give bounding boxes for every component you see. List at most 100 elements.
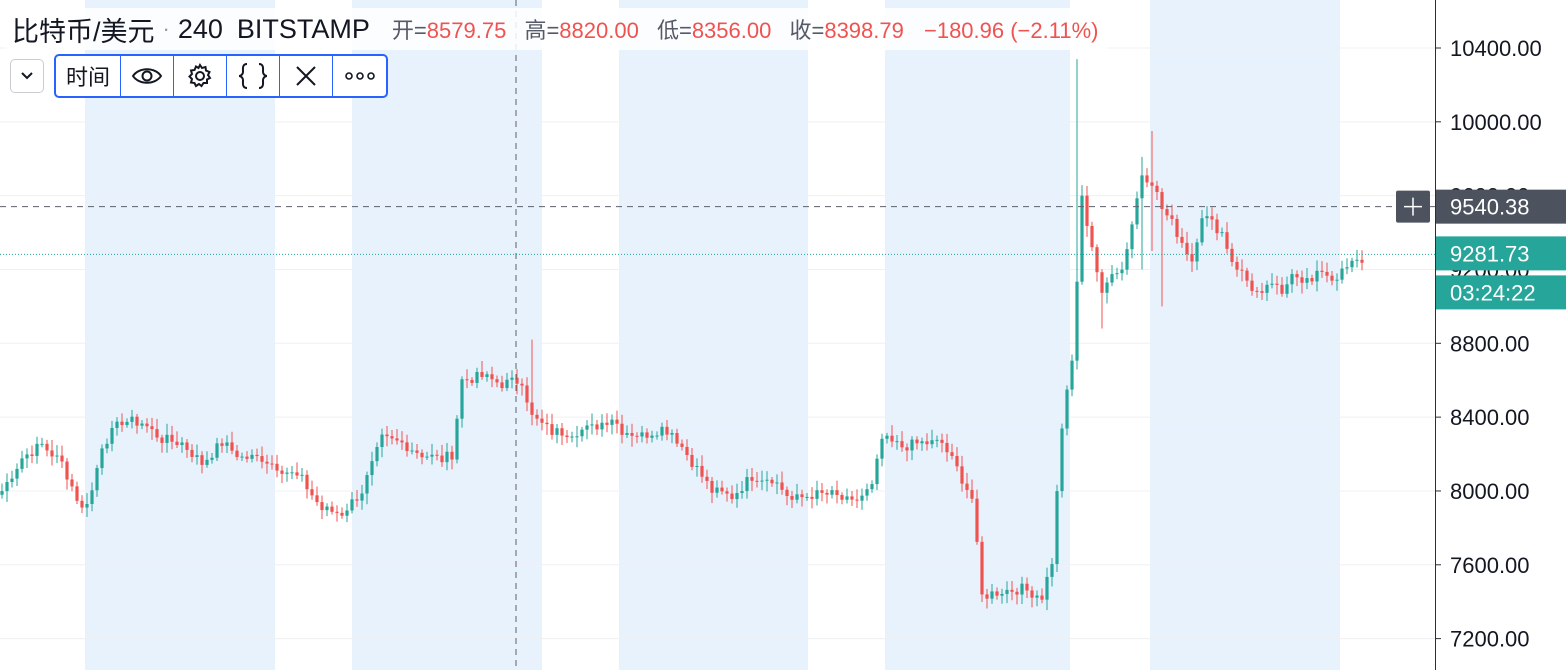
crosshair-add-button[interactable] [1396,190,1430,223]
candle-body [1140,175,1144,199]
candle-body [400,440,404,443]
candle-body [655,435,659,437]
overlays [0,0,1435,670]
candle-body [310,489,314,496]
candle-body [265,461,269,464]
candle-body [355,499,359,501]
candle-body [865,489,869,496]
candle-body [780,482,784,490]
candle-body [1120,269,1124,274]
candle-body [920,441,924,444]
candle-body [805,496,809,498]
candle-body [1270,283,1274,285]
candle-body [440,455,444,463]
interval-label[interactable]: 240 [177,13,223,44]
candle-body [225,442,229,446]
remove-button[interactable] [280,56,334,96]
candle-body [1320,270,1324,272]
candle-body [435,454,439,456]
candle-body [705,476,709,481]
crosshair-price-tag: 9540.38 [1436,189,1566,224]
candle-body [1180,236,1184,243]
candle-body [1285,284,1289,294]
candle-body [590,424,594,426]
candle-body [325,506,329,511]
y-tick-label: 8800.00 [1450,331,1530,356]
candle-body [1040,595,1044,600]
candle-body [810,496,814,499]
close-label: 收= [789,18,825,43]
candle-body [555,428,559,435]
candle-body [480,372,484,378]
candle-body [520,383,524,386]
candle-body [1345,267,1349,269]
candle-body [1200,218,1204,243]
candle-body [1235,261,1239,270]
candle-body [420,452,424,458]
candle-body [960,466,964,484]
price-axis: 7200.007600.008000.008400.008800.009200.… [1435,0,1568,670]
candle-body [1215,219,1219,234]
visibility-button[interactable] [121,56,175,96]
candle-body [350,499,354,511]
candle-body [745,477,749,492]
candle-body [135,416,139,426]
candle-body [1070,360,1074,390]
candle-body [275,463,279,471]
candle-body [740,491,744,493]
candle-body [550,424,554,435]
candle-body [215,443,219,458]
candle-body [990,591,994,599]
candle-body [175,441,179,446]
source-code-button[interactable] [227,56,281,96]
candle-body [65,461,69,480]
candle-body [0,491,4,495]
candle-body [1165,209,1169,216]
candle-body [940,439,944,443]
candle-body [340,512,344,516]
candle-body [1325,271,1329,276]
candle-body [125,421,129,426]
candle-body [575,436,579,438]
candle-body [1230,248,1234,262]
time-button[interactable]: 时间 [56,56,122,96]
candle-body [635,435,639,437]
candle-body [165,434,169,443]
last-price-tag: 9281.73 [1436,236,1566,271]
candle-body [1005,589,1009,594]
ohlc-values: 开=8579.75 高=8820.00 低=8356.00 收=8398.79 … [380,13,1099,45]
low-value: 8356.00 [691,18,772,43]
candle-body [210,457,214,460]
candle-body [985,594,989,599]
candle-body [1340,268,1344,280]
candle-body [1045,576,1049,600]
candle-body [615,419,619,424]
candle-body [880,438,884,459]
candle-body [800,494,804,498]
candle-body [970,489,974,499]
candle-body [405,442,409,452]
candle-body [200,455,204,465]
candle-body [1170,215,1174,219]
candle-body [230,442,234,451]
open-label: 开= [391,18,427,43]
candle-body [885,435,889,439]
settings-button[interactable] [174,56,228,96]
candle-body [605,422,609,425]
candle-body [1020,583,1024,595]
candle-body [525,385,529,403]
candle-body [845,496,849,500]
candle-body [995,591,999,596]
candle-body [1130,224,1134,250]
more-button[interactable] [333,56,386,96]
candle-body [1290,274,1294,285]
candle-body [950,452,954,456]
candle-body [470,379,474,383]
candle-body [180,442,184,446]
candle-body [30,454,34,456]
candle-body [735,492,739,500]
collapse-legend-button[interactable] [10,59,44,93]
symbol-name[interactable]: 比特币/美元 [12,16,155,47]
close-value: 8398.79 [824,18,904,43]
